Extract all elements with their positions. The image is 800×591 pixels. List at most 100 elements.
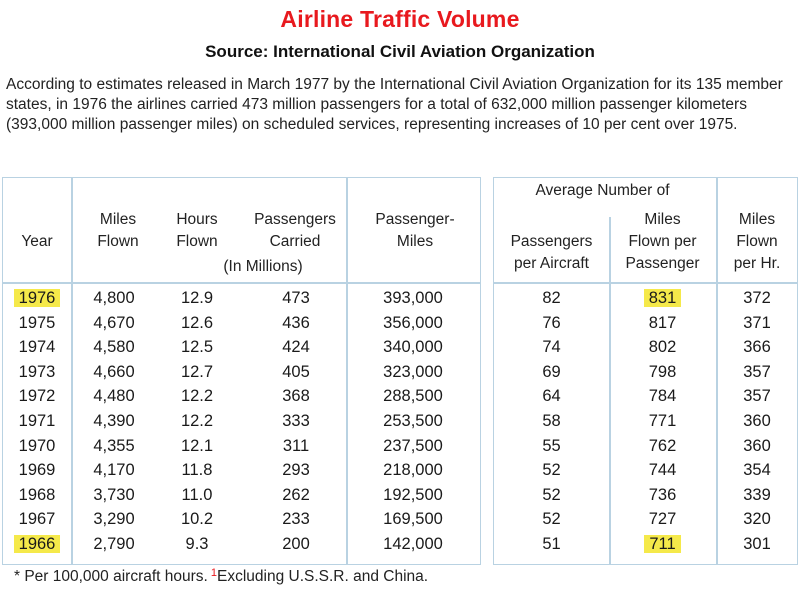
cell-miles-flown: 4,800 — [93, 289, 135, 307]
cell-miles-per-passenger: 771 — [648, 412, 677, 430]
column-divider — [346, 178, 348, 564]
table-row: 1974 4,580 12.5 424 340,000 — [3, 335, 480, 359]
cell-year: 1972 — [18, 387, 56, 406]
cell-passenger-miles: 288,500 — [383, 387, 443, 406]
cell-passengers-carried: 293 — [282, 461, 310, 480]
cell-miles-flown: 4,390 — [93, 412, 135, 430]
cell-year: 1969 — [18, 461, 56, 480]
table-row: 82 831 372 — [494, 286, 797, 310]
cell-year: 1966 — [3, 532, 71, 556]
cell-passengers-per-aircraft: 52 — [542, 461, 561, 480]
cell-miles-per-hour: 366 — [743, 338, 771, 357]
cell-miles-flown: 4,170 — [93, 461, 135, 480]
cell-hours-flown: 11.8 — [181, 461, 213, 480]
cell-miles-flown: 4,660 — [93, 362, 135, 381]
table-row: 52 744 354 — [494, 458, 797, 482]
cell-hours-flown: 12.1 — [180, 436, 214, 455]
header-miles-per-hour: Miles Flown per Hr. — [733, 211, 781, 272]
cell-year: 1970 — [18, 436, 56, 455]
cell-year: 1971 — [18, 412, 56, 430]
cell-passenger-miles: 169,500 — [383, 510, 443, 529]
cell-passenger-miles: 323,000 — [383, 362, 443, 381]
traffic-table-panel: Year Miles Flown Hours Flown Passengers Car… — [2, 177, 481, 565]
header-in-millions: (In Millions) — [223, 258, 303, 275]
table-row: 1971 4,390 12.2 333 253,500 — [3, 409, 480, 433]
column-divider — [71, 178, 73, 564]
header-divider — [494, 282, 797, 284]
cell-miles-per-hour: 301 — [743, 535, 771, 553]
header-divider — [3, 282, 480, 284]
cell-miles-per-hour: 339 — [743, 485, 771, 504]
cell-passengers-per-aircraft: 55 — [542, 436, 561, 455]
cell-passenger-miles: 340,000 — [383, 338, 443, 357]
table-row: 55 762 360 — [494, 434, 797, 458]
cell-passengers-carried: 424 — [282, 338, 310, 357]
cell-miles-per-passenger: 817 — [648, 313, 677, 332]
footnote: * Per 100,000 aircraft hours. 1Excluding … — [14, 567, 429, 585]
cell-passenger-miles: 192,500 — [383, 485, 443, 504]
cell-miles-per-passenger: 798 — [648, 362, 677, 381]
cell-passengers-per-aircraft: 82 — [542, 289, 561, 307]
cell-miles-per-hour: 357 — [743, 362, 771, 381]
table-row: 64 784 357 — [494, 384, 797, 408]
cell-year: 1975 — [18, 313, 56, 332]
cell-passengers-per-aircraft: 74 — [542, 338, 561, 357]
cell-miles-per-passenger: 802 — [648, 338, 677, 357]
cell-year: 1967 — [18, 510, 56, 529]
cell-passenger-miles: 218,000 — [383, 461, 443, 480]
cell-passengers-carried: 333 — [282, 412, 310, 430]
cell-passenger-miles: 356,000 — [383, 313, 443, 332]
cell-hours-flown: 12.9 — [180, 289, 214, 307]
table-row: 52 736 339 — [494, 483, 797, 507]
cell-miles-per-passenger: 727 — [648, 510, 677, 529]
cell-passengers-per-aircraft: 51 — [542, 535, 561, 553]
column-divider — [716, 178, 718, 564]
cell-miles-per-hour: 354 — [743, 461, 771, 480]
cell-hours-flown: 11.0 — [181, 485, 213, 504]
cell-miles-per-passenger: 831 — [609, 286, 716, 310]
cell-miles-per-passenger: 711 — [609, 532, 716, 556]
table-row: 74 802 366 — [494, 335, 797, 359]
cell-year: 1968 — [18, 485, 56, 504]
table-row: 1972 4,480 12.2 368 288,500 — [3, 384, 480, 408]
cell-hours-flown: 12.6 — [180, 313, 214, 332]
cell-miles-per-passenger: 744 — [648, 461, 677, 480]
cell-year: 1973 — [18, 362, 56, 381]
cell-year: 1974 — [18, 338, 56, 357]
cell-hours-flown: 12.5 — [180, 338, 214, 357]
cell-miles-per-hour: 372 — [743, 289, 771, 307]
table-row: 1969 4,170 11.8 293 218,000 — [3, 458, 480, 482]
table-row: 1973 4,660 12.7 405 323,000 — [3, 360, 480, 384]
averages-table-panel: Average Number of Passengers per Aircraft… — [493, 177, 798, 565]
page-title: Airline Traffic Volume — [280, 6, 520, 32]
header-hours-flown: Hours Flown — [176, 211, 218, 250]
cell-passengers-per-aircraft: 64 — [542, 387, 561, 406]
table-row: 51 711 301 — [494, 532, 797, 556]
cell-miles-flown: 4,480 — [93, 387, 135, 406]
table-row: 1976 4,800 12.9 473 393,000 — [3, 286, 480, 310]
cell-miles-per-hour: 357 — [743, 387, 771, 406]
cell-passenger-miles: 393,000 — [383, 289, 443, 307]
cell-miles-per-hour: 371 — [743, 313, 771, 332]
table-row: 69 798 357 — [494, 360, 797, 384]
cell-passengers-per-aircraft: 58 — [542, 412, 561, 430]
header-passengers-per-aircraft: Passengers per Aircraft — [510, 233, 593, 272]
cell-passengers-carried: 262 — [282, 485, 310, 504]
cell-miles-per-passenger: 762 — [648, 436, 677, 455]
cell-miles-flown: 3,730 — [93, 485, 135, 504]
header-miles-flown: Miles Flown — [97, 211, 139, 250]
table-row: 76 817 371 — [494, 311, 797, 335]
cell-hours-flown: 9.3 — [185, 535, 209, 553]
table-row: 1967 3,290 10.2 233 169,500 — [3, 507, 480, 531]
cell-passenger-miles: 237,500 — [383, 436, 443, 455]
table-row: 58 771 360 — [494, 409, 797, 433]
header-average-number-of: Average Number of — [535, 182, 670, 199]
table-row: 1966 2,790 9.3 200 142,000 — [3, 532, 480, 556]
cell-passenger-miles: 253,500 — [383, 412, 443, 430]
cell-passengers-per-aircraft: 69 — [542, 362, 561, 381]
cell-miles-per-passenger: 736 — [648, 485, 677, 504]
header-passengers-carried: Passengers Carried — [254, 211, 336, 250]
cell-miles-per-hour: 360 — [743, 436, 771, 455]
cell-passengers-per-aircraft: 52 — [542, 510, 561, 529]
cell-passengers-carried: 436 — [282, 313, 310, 332]
